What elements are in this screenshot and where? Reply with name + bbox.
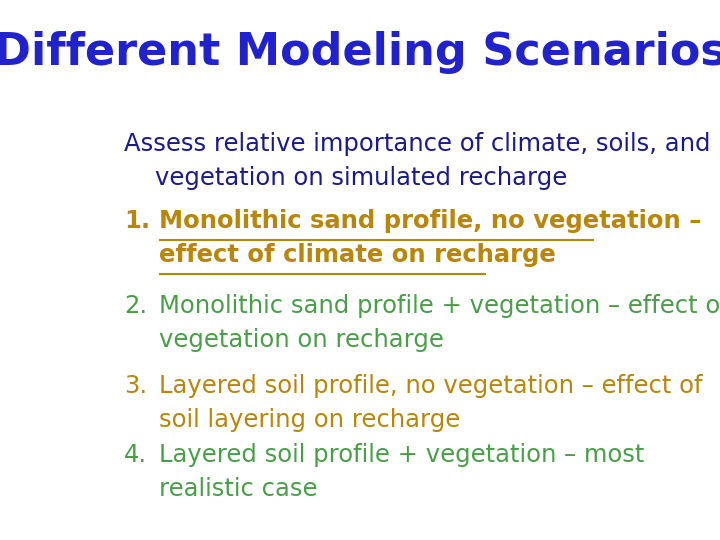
Text: Layered soil profile + vegetation – most: Layered soil profile + vegetation – most <box>158 443 644 467</box>
Text: Monolithic sand profile + vegetation – effect of: Monolithic sand profile + vegetation – e… <box>158 294 720 318</box>
Text: 4.: 4. <box>124 443 147 467</box>
Text: Different Modeling Scenarios: Different Modeling Scenarios <box>0 31 720 74</box>
Text: vegetation on simulated recharge: vegetation on simulated recharge <box>124 166 567 190</box>
Text: Monolithic sand profile, no vegetation –: Monolithic sand profile, no vegetation – <box>158 209 701 233</box>
Text: Layered soil profile, no vegetation – effect of: Layered soil profile, no vegetation – ef… <box>158 374 702 397</box>
Text: 3.: 3. <box>124 374 147 397</box>
Text: vegetation on recharge: vegetation on recharge <box>158 328 444 353</box>
Text: Assess relative importance of climate, soils, and: Assess relative importance of climate, s… <box>124 132 711 156</box>
Text: realistic case: realistic case <box>158 477 318 501</box>
Text: effect of climate on recharge: effect of climate on recharge <box>158 244 555 267</box>
Text: soil layering on recharge: soil layering on recharge <box>158 408 460 432</box>
Text: 1.: 1. <box>124 209 150 233</box>
Text: 2.: 2. <box>124 294 147 318</box>
